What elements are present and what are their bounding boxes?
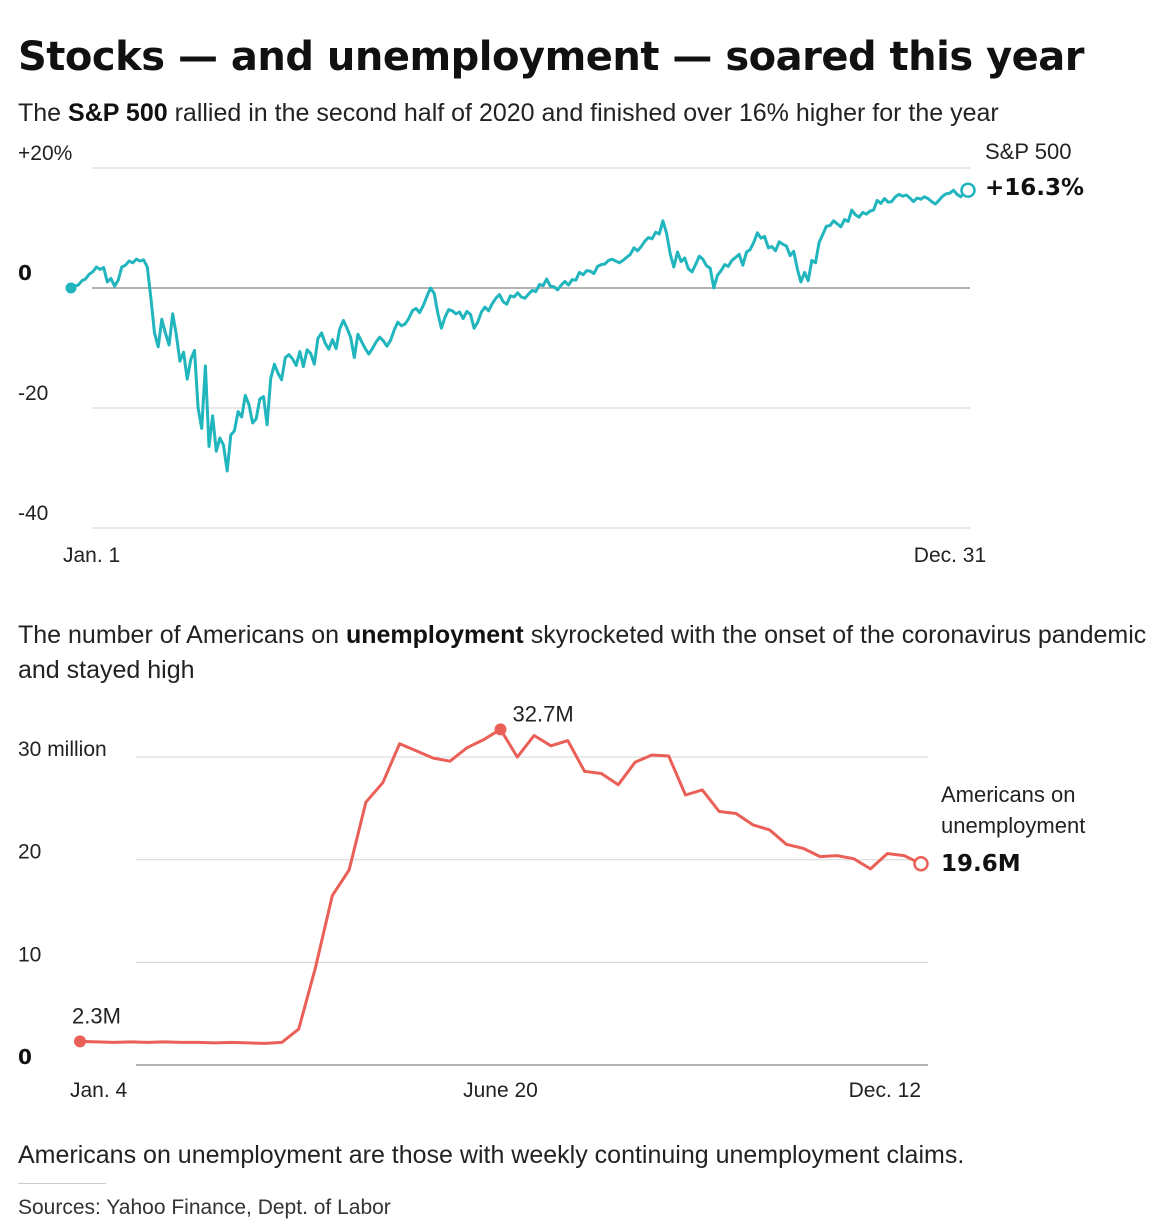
unemployment-subtitle-pre: The number of Americans on (18, 621, 346, 649)
unemployment-chart: 30 million 20 10 0 Jan. 4 June 20 Dec. 12 2.3… (18, 701, 1085, 1102)
sp500-subtitle: The S&P 500 rallied in the second half o… (18, 96, 999, 131)
unemployment-end-marker (913, 856, 929, 872)
unemployment-end-value-label: 19.6M (941, 851, 1021, 877)
sources: Sources: Yahoo Finance, Dept. of Labor (18, 1196, 391, 1219)
y-tick-label: 30 million (18, 738, 107, 761)
x-tick-label: Jan. 1 (63, 544, 120, 567)
y-tick-label: 0 (18, 261, 32, 285)
x-tick-label: Jan. 4 (70, 1079, 128, 1102)
y-tick-label: -40 (18, 502, 48, 525)
sp500-line (70, 188, 969, 473)
sp500-chart: +20% 0 -20 -40 Jan. 1 Dec. 31 S&P 500 +16.3% (18, 140, 1084, 567)
sp500-subtitle-bold: S&P 500 (68, 99, 168, 127)
sp500-end-series-label: S&P 500 (985, 140, 1071, 164)
sp500-subtitle-post: rallied in the second half of 2020 and f… (167, 99, 999, 127)
y-tick-label: 20 (18, 841, 41, 864)
chart-title: Stocks — and unemployment — soared this … (18, 34, 1085, 80)
unemployment-start-marker (74, 1035, 86, 1048)
unemployment-subtitle: The number of Americans on unemployment … (18, 618, 1148, 688)
unemployment-end-label-line2: unemployment (941, 813, 1085, 838)
unemployment-end-label-line1: Americans on (941, 782, 1076, 807)
footnote: Americans on unemployment are those with… (18, 1141, 965, 1169)
x-tick-label: June 20 (463, 1079, 538, 1102)
y-tick-label: -20 (18, 382, 48, 405)
sp500-end-marker (960, 182, 976, 198)
unemployment-subtitle-bold: unemployment (345, 621, 524, 649)
unemployment-line (79, 727, 922, 1045)
x-tick-label: Dec. 12 (849, 1079, 921, 1102)
y-tick-label: 0 (18, 1045, 32, 1069)
y-tick-label: +20% (18, 142, 72, 165)
sp500-subtitle-pre: The (18, 99, 69, 127)
x-tick-label: Dec. 31 (914, 544, 986, 567)
sp500-end-value-label: +16.3% (985, 175, 1084, 201)
sp500-start-marker (65, 282, 77, 294)
unemployment-peak-marker (494, 723, 507, 736)
unemployment-peak-label: 32.7M (513, 701, 574, 726)
unemployment-start-label: 2.3M (72, 1003, 121, 1028)
divider (18, 1183, 106, 1184)
unemployment-subtitle-post: skyrocketed with the onset of the corona… (18, 621, 1147, 684)
y-tick-label: 10 (18, 943, 41, 966)
